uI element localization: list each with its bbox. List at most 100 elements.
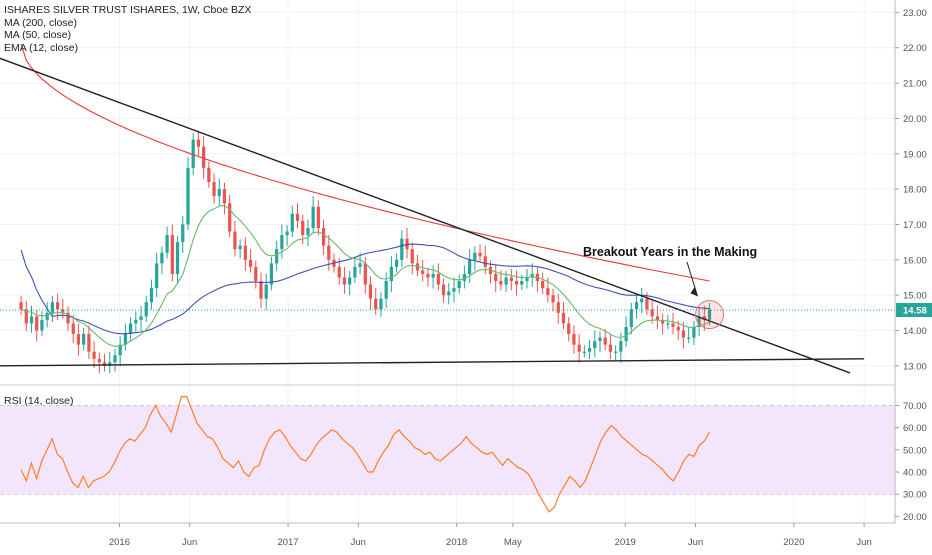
candle	[582, 351, 586, 353]
candle	[295, 213, 300, 221]
candle	[29, 316, 34, 324]
candle	[431, 273, 435, 278]
legend-ma200: MA (200, close)	[4, 16, 77, 29]
legend-ema12: EMA (12, close)	[4, 41, 79, 54]
candle	[337, 266, 341, 278]
candle	[614, 351, 618, 353]
candle	[238, 245, 242, 250]
candle	[415, 263, 420, 271]
candle	[556, 302, 560, 313]
price-tick-label: 15.00	[903, 291, 927, 302]
candle	[306, 228, 310, 236]
candle	[681, 330, 686, 338]
candle	[118, 344, 122, 356]
time-tick-label: 2018	[446, 537, 467, 548]
candle	[561, 312, 566, 324]
candle	[452, 288, 456, 292]
price-tick-label: 23.00	[903, 8, 927, 19]
candle	[441, 284, 446, 296]
candle	[316, 206, 320, 228]
candle	[499, 281, 503, 285]
candle	[603, 337, 607, 345]
candle	[394, 259, 399, 267]
candle	[405, 238, 409, 250]
candle	[45, 312, 49, 320]
candle	[655, 316, 659, 320]
trendline-1	[0, 358, 865, 367]
candle	[321, 228, 326, 246]
candle	[457, 281, 461, 289]
candle	[509, 277, 513, 282]
candle	[327, 245, 331, 260]
candle	[66, 312, 70, 324]
candle	[165, 235, 169, 253]
candle	[551, 295, 555, 303]
candle	[217, 189, 221, 197]
candle	[233, 231, 237, 250]
candle	[368, 284, 373, 299]
rsi-legend: RSI (14, close)	[4, 395, 74, 407]
candle	[546, 288, 550, 296]
candle	[248, 259, 253, 267]
candle	[35, 316, 39, 331]
time-tick-label: Jun	[351, 537, 366, 548]
candle-layer	[19, 131, 712, 374]
candle	[144, 302, 148, 317]
candle	[410, 249, 414, 264]
candle	[530, 273, 534, 278]
candle	[676, 326, 680, 331]
candle	[645, 298, 649, 310]
candle	[593, 341, 597, 349]
rsi-tick-label: 50.00	[903, 445, 927, 456]
annotation-text: Breakout Years in the Making	[583, 245, 757, 259]
candle	[473, 252, 477, 260]
candle	[384, 281, 388, 299]
candle	[671, 323, 675, 327]
candle	[275, 249, 279, 264]
candle	[82, 334, 86, 345]
candle	[301, 220, 305, 236]
ema12-line	[20, 204, 710, 347]
candle	[624, 326, 628, 342]
price-tick-label: 22.00	[903, 43, 927, 54]
price-tick-label: 16.00	[903, 255, 927, 266]
candle	[71, 323, 75, 335]
candle	[228, 203, 232, 232]
ma200-line	[20, 44, 710, 282]
time-tick-label: 2019	[615, 537, 636, 548]
candle	[541, 281, 545, 289]
candle	[139, 316, 143, 320]
candle	[191, 139, 195, 168]
candle	[650, 309, 654, 317]
candle	[207, 167, 211, 183]
candle	[290, 213, 294, 232]
candle	[660, 319, 665, 324]
candle	[634, 302, 639, 310]
annotation-arrowhead	[690, 287, 698, 297]
candle	[196, 139, 201, 147]
candle	[426, 273, 430, 278]
candle	[40, 319, 44, 331]
candle	[269, 263, 274, 285]
candle	[483, 256, 487, 267]
price-tick-label: 18.00	[903, 185, 927, 196]
candle	[160, 252, 164, 264]
candle	[447, 291, 451, 296]
time-tick-label: Jun	[688, 537, 703, 548]
candle	[389, 266, 394, 282]
time-tick-label: Jun	[856, 537, 871, 548]
candle	[504, 277, 508, 285]
candle	[108, 362, 112, 366]
candle	[175, 242, 180, 274]
price-tick-label: 13.00	[903, 361, 927, 372]
candle	[342, 277, 347, 285]
candle	[462, 273, 467, 282]
candle	[155, 263, 159, 289]
candle	[181, 224, 185, 243]
time-tick-label: 2017	[277, 537, 298, 548]
last-price-badge	[896, 303, 932, 318]
rsi-tick-label: 20.00	[903, 512, 927, 523]
candle	[468, 259, 472, 274]
